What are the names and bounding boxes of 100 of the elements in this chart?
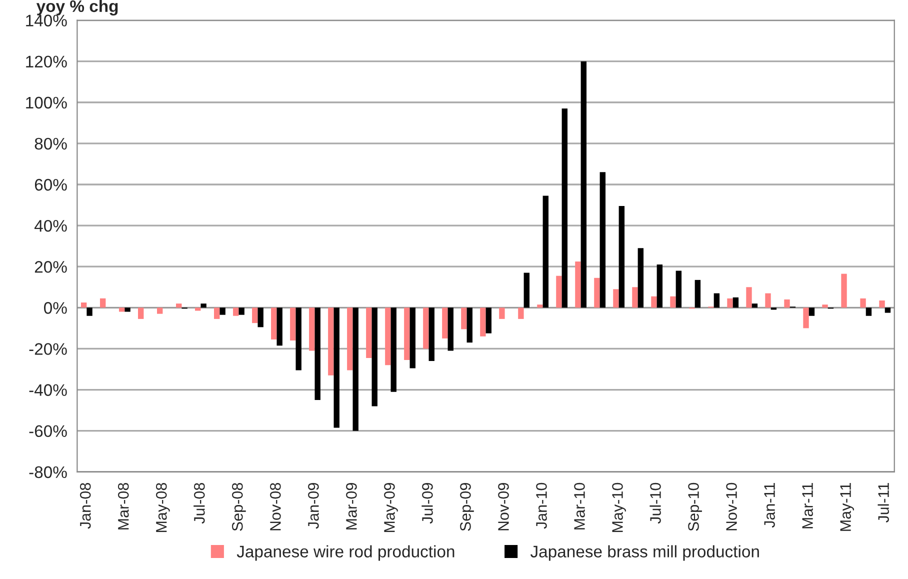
bar [676, 270, 682, 308]
bar [195, 308, 201, 311]
bar [157, 308, 163, 314]
bar [448, 308, 454, 351]
bar [866, 308, 872, 316]
x-tick-label: Jul-08 [194, 482, 205, 524]
bar [410, 308, 416, 368]
bar [884, 308, 891, 313]
bar [233, 308, 239, 316]
bar [499, 308, 505, 319]
bar [784, 299, 790, 308]
x-tick-label: Mar-11 [802, 483, 813, 528]
y-tick-label: 40% [34, 220, 67, 232]
bar [879, 300, 885, 308]
y-tick-label: 0% [44, 302, 67, 314]
x-tick-label: May-08 [156, 482, 170, 532]
x-tick-label: Jan-08 [80, 482, 91, 529]
bar [752, 304, 758, 308]
bar [822, 304, 828, 308]
bar [86, 308, 92, 316]
bar [385, 308, 391, 366]
bar [124, 308, 130, 312]
bar [618, 206, 625, 308]
x-tick-label: Sep-09 [460, 483, 474, 531]
bar [632, 287, 638, 308]
x-tick-label: Jul-10 [650, 482, 661, 524]
x-tick-label: Sep-10 [688, 482, 702, 531]
y-tick-label: 100% [26, 96, 67, 109]
y-tick-label: -40% [29, 384, 67, 396]
bar [765, 293, 771, 308]
bar [347, 308, 353, 370]
bar [372, 308, 378, 406]
chart-title: yoy % chg [36, 0, 118, 16]
bar [613, 289, 619, 308]
bar [220, 308, 226, 315]
y-tick-label: -60% [29, 425, 67, 438]
bar [276, 308, 282, 346]
bar [808, 308, 815, 316]
x-tick-label: May-11 [840, 483, 854, 531]
bar [309, 308, 315, 351]
bar [118, 308, 125, 312]
x-tick-label: Nov-08 [270, 482, 281, 530]
bar [328, 308, 334, 376]
bar [296, 308, 302, 370]
y-tick-label: 140% [26, 14, 67, 26]
bar [556, 276, 562, 308]
x-tick-label: Mar-08 [118, 482, 129, 530]
bar [518, 308, 524, 319]
bar [258, 308, 264, 328]
bar [271, 308, 277, 340]
y-tick-label: 60% [34, 178, 67, 191]
bar [524, 272, 530, 308]
x-tick-label: Jul-11 [878, 483, 889, 523]
bar [694, 280, 701, 308]
bar [638, 248, 644, 308]
bar [651, 296, 657, 308]
bar [252, 308, 258, 324]
bar [176, 304, 182, 308]
bar [390, 308, 396, 392]
x-tick-label: Sep-08 [232, 482, 246, 531]
bar [352, 308, 358, 431]
y-tick-label: 80% [34, 138, 67, 150]
bar [714, 293, 720, 308]
bar [860, 298, 866, 308]
y-tick-label: -20% [29, 343, 67, 355]
bar [214, 308, 220, 319]
bar [594, 278, 600, 308]
bar [138, 308, 144, 319]
bar [542, 196, 548, 308]
bar [841, 274, 847, 308]
x-tick-label: Jul-09 [422, 483, 433, 524]
bar [100, 298, 106, 308]
bar [486, 308, 492, 334]
bar [580, 61, 587, 308]
bar [575, 261, 581, 308]
bar [670, 296, 676, 308]
bar [727, 298, 733, 308]
bar [803, 308, 809, 328]
bar [238, 308, 244, 315]
x-tick-label: Jan-09 [308, 483, 319, 529]
x-tick-label: Nov-10 [726, 482, 737, 530]
bar [442, 308, 448, 338]
bar [537, 304, 543, 308]
bar [480, 308, 486, 336]
bar [366, 308, 372, 358]
y-tick-label: -80% [29, 466, 67, 478]
x-tick-label: Jan-10 [536, 482, 547, 529]
bar [466, 308, 472, 343]
bar [404, 308, 410, 360]
bar [461, 308, 467, 330]
y-tick-label: 120% [26, 56, 67, 68]
x-tick-label: May-10 [612, 482, 626, 532]
bar [334, 308, 340, 428]
x-tick-label: Mar-10 [574, 482, 585, 530]
bar [600, 172, 606, 308]
legend-label: Japanese brass mill production [530, 545, 759, 561]
y-tick-label: 20% [34, 261, 67, 273]
bar [200, 304, 206, 308]
bar [423, 308, 429, 349]
bar [428, 308, 434, 362]
